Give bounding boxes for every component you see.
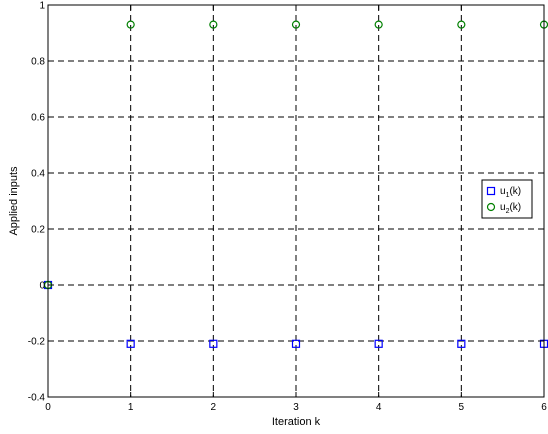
legend-box (481, 179, 533, 219)
x-tick-label: 2 (211, 402, 217, 413)
x-tick-label: 5 (459, 402, 465, 413)
data-point (209, 339, 218, 348)
data-point (457, 20, 466, 29)
legend-item: u1(k) (486, 186, 521, 199)
x-tick-label: 1 (128, 402, 134, 413)
data-point (209, 20, 218, 29)
y-tick-label: -0.4 (28, 393, 46, 404)
y-tick-label: 0.2 (31, 225, 45, 236)
legend-marker (486, 202, 496, 212)
ticks: 0 1 2 3 4 5 6 -0.4 -0.2 0 0.2 0.4 0.6 0.8 1 (28, 1, 547, 414)
data-point (374, 339, 383, 348)
x-axis-title: Iteration k (272, 416, 321, 428)
data-point (126, 20, 135, 29)
grid (48, 5, 544, 397)
y-tick-label: 0.6 (31, 113, 45, 124)
y-tick-label: 0 (39, 281, 45, 292)
x-tick-label: 4 (376, 402, 382, 413)
y-tick-label: -0.2 (28, 337, 46, 348)
legend-marker (486, 186, 496, 196)
x-tick-label: 6 (541, 402, 547, 413)
legend-label: u1(k) (500, 186, 521, 199)
x-tick-label: 3 (293, 402, 299, 413)
y-tick-label: 1 (39, 1, 45, 12)
legend-item: u2(k) (486, 202, 521, 215)
data-point (291, 339, 301, 348)
y-axis-title: Applied inputs (8, 166, 20, 236)
legend: u1(k) u2(k) (481, 179, 533, 219)
data-point (291, 20, 301, 29)
data-point (374, 20, 383, 29)
y-tick-label: 0.8 (31, 57, 45, 68)
legend-label: u2(k) (500, 202, 521, 215)
data-point (457, 339, 466, 348)
data-point (126, 339, 135, 348)
y-tick-label: 0.4 (31, 169, 45, 180)
x-tick-label: 0 (45, 402, 51, 413)
